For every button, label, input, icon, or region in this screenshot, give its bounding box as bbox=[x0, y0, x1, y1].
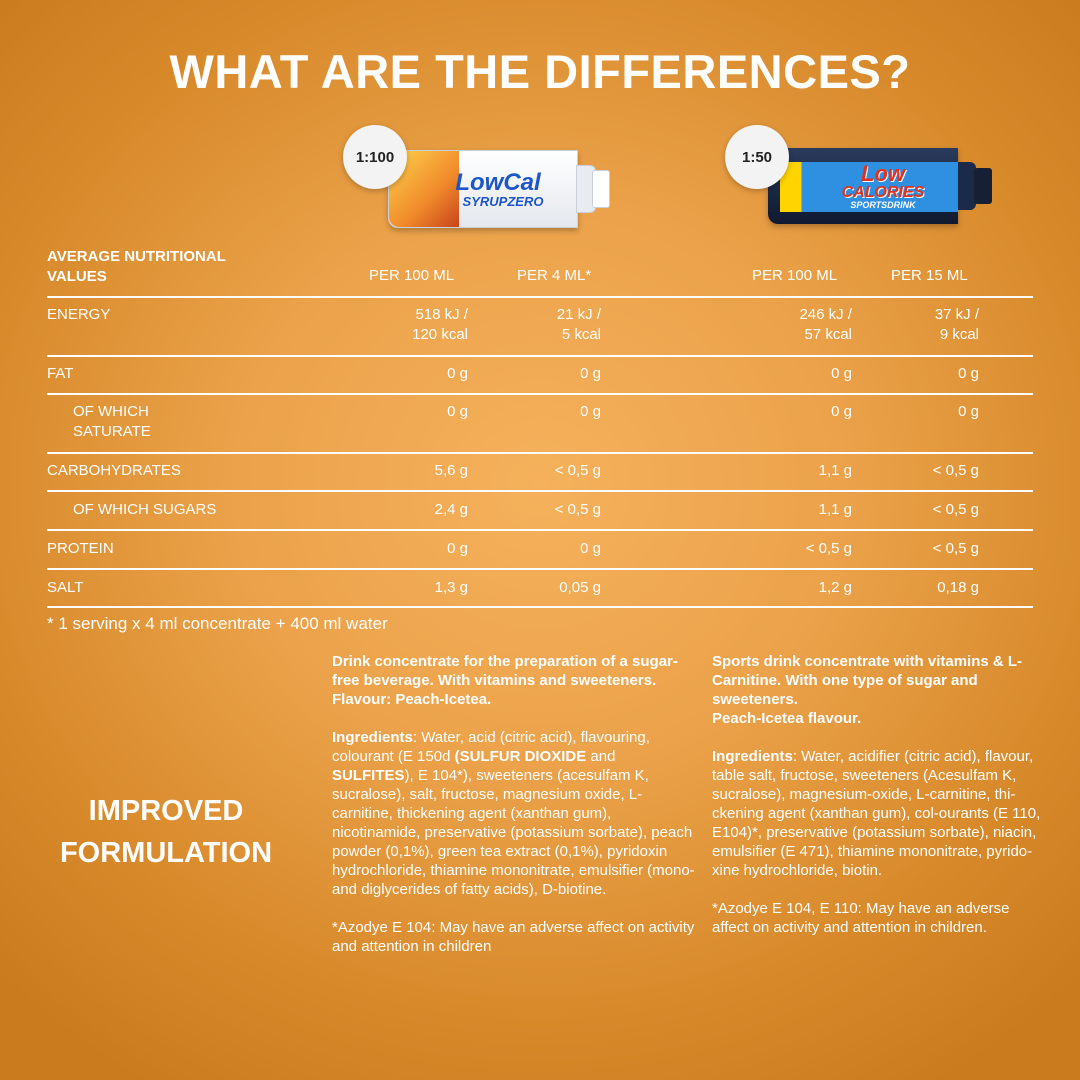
description-flavour: Peach-Icetea flavour. bbox=[712, 710, 862, 727]
table-divider bbox=[47, 393, 1033, 395]
table-cell: 246 kJ / 57 kcal bbox=[799, 306, 852, 343]
lowcalories-sub-text: SPORTSDRINK bbox=[850, 199, 916, 210]
azodye-note: *Azodye E 104, E 110: May have an advers… bbox=[712, 900, 1010, 936]
table-divider bbox=[47, 529, 1033, 531]
ingredients-label: Ingredients bbox=[712, 748, 793, 765]
bottle-cap bbox=[974, 168, 992, 204]
ratio-badge: 1:50 bbox=[725, 125, 789, 189]
ratio-badge: 1:100 bbox=[343, 125, 407, 189]
column-header: PER 4 ML* bbox=[517, 267, 592, 284]
row-label: CARBOHYDRATES bbox=[47, 462, 181, 479]
table-cell: 1,1 g bbox=[818, 501, 852, 518]
table-cell: 1,1 g bbox=[818, 462, 852, 479]
ingredients-text: : Water, acid (citric acid), flavouring,… bbox=[332, 729, 650, 765]
table-divider bbox=[47, 490, 1033, 492]
lowcal-brand-text: LowCal bbox=[455, 168, 541, 196]
table-cell: 0 g bbox=[831, 365, 852, 382]
table-cell: 21 kJ / 5 kcal bbox=[556, 306, 601, 343]
table-cell: 0 g bbox=[580, 403, 601, 420]
description-intro: Sports drink concentrate with vitamins &… bbox=[712, 653, 1023, 708]
lowcal-description: Drink concentrate for the preparation of… bbox=[332, 652, 697, 975]
allergen-text: (SULFUR DIOXIDE bbox=[454, 748, 587, 765]
ingredients-text: : Water, acidifier (citric acid), flavou… bbox=[712, 748, 1041, 879]
column-header: PER 100 ML bbox=[752, 267, 838, 284]
table-cell: 0 g bbox=[580, 540, 601, 557]
ingredients-label: Ingredients bbox=[332, 729, 413, 746]
bottle-neck bbox=[958, 162, 976, 210]
bottle-lowcal-image: LowCal SYRUPZERO bbox=[388, 150, 578, 228]
table-cell: < 0,5 g bbox=[932, 540, 979, 557]
lowcal-sub-text: SYRUPZERO bbox=[462, 193, 544, 209]
table-cell: 0 g bbox=[831, 403, 852, 420]
row-label: SALT bbox=[47, 579, 84, 596]
lowcalories-brand-text: Low bbox=[861, 160, 905, 186]
table-cell: 0 g bbox=[447, 365, 468, 382]
lowcalories-description: Sports drink concentrate with vitamins &… bbox=[712, 652, 1047, 956]
table-divider bbox=[47, 355, 1033, 357]
table-cell: 518 kJ / 120 kcal bbox=[412, 306, 468, 343]
row-label: OF WHICH SUGARS bbox=[73, 501, 217, 518]
page-title: WHAT ARE THE DIFFERENCES? bbox=[169, 45, 911, 98]
table-cell: 5,6 g bbox=[434, 462, 468, 479]
table-divider bbox=[47, 452, 1033, 454]
table-cell: 0 g bbox=[580, 365, 601, 382]
description-flavour: Flavour: Peach-Icetea. bbox=[332, 691, 492, 708]
table-cell: 0,18 g bbox=[937, 579, 979, 596]
table-cell: 37 kJ / 9 kcal bbox=[934, 306, 979, 343]
row-label: PROTEIN bbox=[47, 540, 114, 557]
row-label: ENERGY bbox=[47, 306, 111, 323]
table-cell: < 0,5 g bbox=[932, 501, 979, 518]
table-cell: 0,05 g bbox=[559, 579, 601, 596]
row-label: OF WHICH SATURATE bbox=[73, 403, 151, 440]
table-cell: < 0,5 g bbox=[554, 462, 601, 479]
table-cell: < 0,5 g bbox=[805, 540, 852, 557]
table-divider bbox=[47, 296, 1033, 298]
table-cell: 0 g bbox=[447, 540, 468, 557]
bottle-lowcalories-image: Low CALORIES SPORTSDRINK bbox=[768, 148, 958, 224]
table-cell: < 0,5 g bbox=[932, 462, 979, 479]
table-cell: 0 g bbox=[447, 403, 468, 420]
table-cell: 0 g bbox=[958, 365, 979, 382]
description-intro: Drink concentrate for the preparation of… bbox=[332, 653, 678, 689]
column-header: PER 100 ML bbox=[369, 267, 455, 284]
table-cell: 1,2 g bbox=[818, 579, 852, 596]
table-cell: 0 g bbox=[958, 403, 979, 420]
lowcalories-brand-text-2: CALORIES bbox=[841, 183, 925, 201]
ingredients-text: ), E 104*), sweeteners (acesulfam K, suc… bbox=[332, 767, 695, 898]
column-header: PER 15 ML bbox=[891, 267, 968, 284]
table-divider bbox=[47, 568, 1033, 570]
table-cell: 2,4 g bbox=[434, 501, 468, 518]
table-cell: < 0,5 g bbox=[554, 501, 601, 518]
table-divider bbox=[47, 606, 1033, 608]
table-cell: 1,3 g bbox=[434, 579, 468, 596]
row-label: FAT bbox=[47, 365, 74, 382]
serving-footnote: * 1 serving x 4 ml concentrate + 400 ml … bbox=[47, 614, 388, 633]
improved-formulation-heading: IMPROVED FORMULATION bbox=[59, 795, 273, 869]
azodye-note: *Azodye E 104: May have an adverse affec… bbox=[332, 919, 695, 955]
bottle-cap bbox=[592, 170, 610, 208]
table-header-label: AVERAGE NUTRITIONAL VALUES bbox=[47, 248, 226, 285]
ingredients-text: and bbox=[586, 748, 616, 765]
allergen-text: SULFITES bbox=[332, 767, 405, 784]
